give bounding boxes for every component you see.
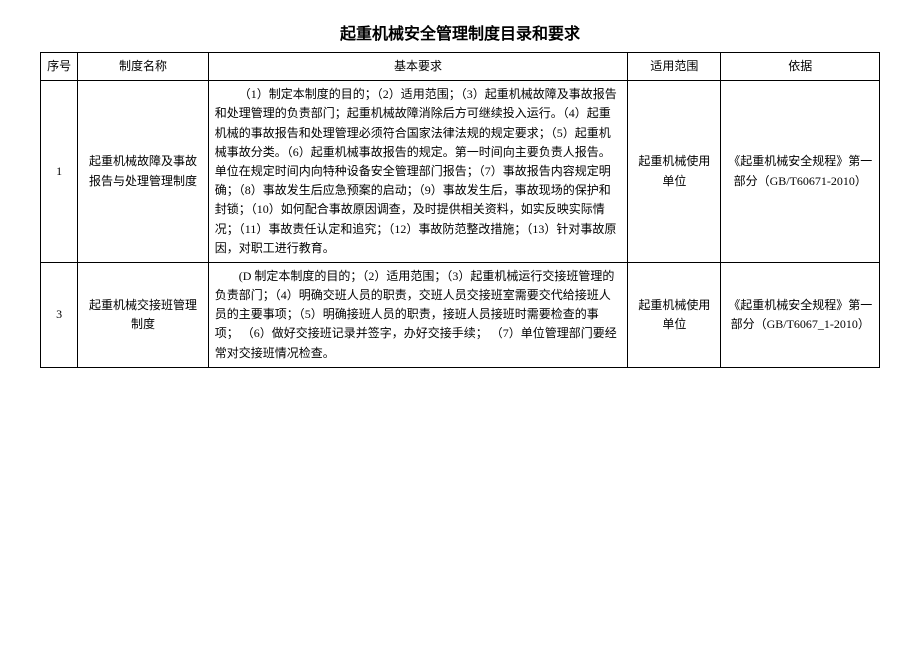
cell-scope: 起重机械使用单位	[628, 262, 721, 367]
page-title: 起重机械安全管理制度目录和要求	[40, 20, 880, 44]
cell-req: (D 制定本制度的目的；（2）适用范围；（3）起重机械运行交接班管理的负责部门；…	[208, 262, 628, 367]
cell-scope: 起重机械使用单位	[628, 81, 721, 263]
cell-basis: 《起重机械安全规程》第一部分（GB/T60671-2010）	[721, 81, 880, 263]
cell-name: 起重机械交接班管理制度	[78, 262, 209, 367]
cell-idx: 3	[41, 262, 78, 367]
cell-basis: 《起重机械安全规程》第一部分（GB/T6067_1-2010）	[721, 262, 880, 367]
col-header-basis: 依据	[721, 53, 880, 81]
col-header-idx: 序号	[41, 53, 78, 81]
table-header-row: 序号 制度名称 基本要求 适用范围 依据	[41, 53, 880, 81]
col-header-req: 基本要求	[208, 53, 628, 81]
regulation-table: 序号 制度名称 基本要求 适用范围 依据 1 起重机械故障及事故报告与处理管理制…	[40, 52, 880, 368]
cell-idx: 1	[41, 81, 78, 263]
table-row: 3 起重机械交接班管理制度 (D 制定本制度的目的；（2）适用范围；（3）起重机…	[41, 262, 880, 367]
table-row: 1 起重机械故障及事故报告与处理管理制度 （1）制定本制度的目的；（2）适用范围…	[41, 81, 880, 263]
cell-name: 起重机械故障及事故报告与处理管理制度	[78, 81, 209, 263]
cell-req: （1）制定本制度的目的；（2）适用范围；（3）起重机械故障及事故报告和处理管理的…	[208, 81, 628, 263]
col-header-name: 制度名称	[78, 53, 209, 81]
col-header-scope: 适用范围	[628, 53, 721, 81]
